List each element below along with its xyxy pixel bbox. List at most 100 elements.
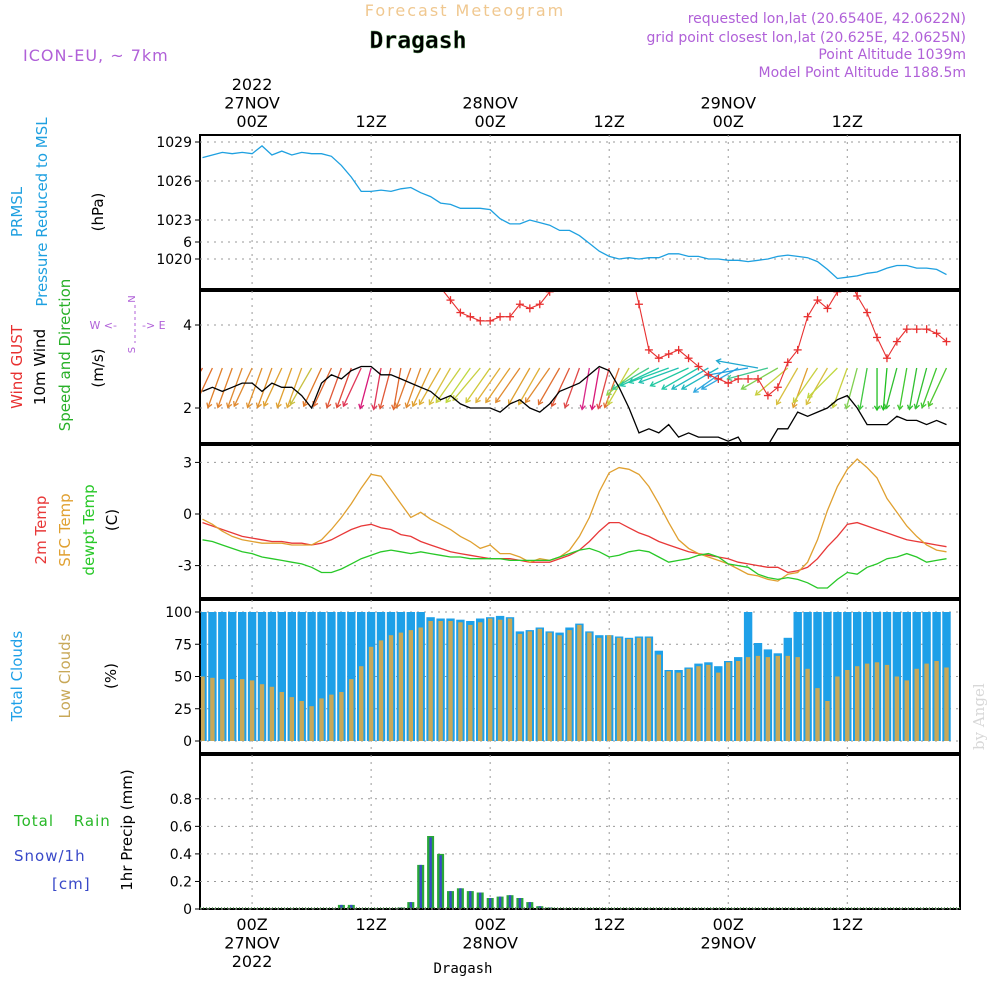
low-cloud-bar: [269, 686, 275, 741]
low-cloud-bar: [577, 624, 582, 741]
total-cloud-bar: [317, 612, 326, 741]
snow-unit-label: [cm]: [52, 875, 91, 893]
wind-arrow: [452, 367, 481, 401]
wind-arrow: [256, 367, 273, 408]
wind-arrow-head: [844, 403, 851, 410]
y-tick-label: 0.6: [170, 819, 192, 835]
location-title: Dragash: [370, 28, 467, 54]
clouds-unit: (%): [102, 663, 120, 689]
wind-arrow-head: [579, 404, 586, 411]
wind-arrow: [247, 367, 263, 408]
wind-arrow-head: [325, 402, 332, 409]
compass-n: N: [127, 295, 138, 302]
wind-arrow-head: [596, 403, 603, 410]
low-cloud-bar: [835, 676, 840, 741]
wind-arrow: [465, 367, 491, 403]
total-cloud-bar: [247, 612, 257, 741]
wind-arrow: [525, 367, 551, 403]
wind-arrow-head: [371, 404, 378, 411]
total-rain-label: Total Rain: [13, 812, 111, 830]
wind-arrow-head: [740, 384, 747, 390]
y-tick-label: 25: [174, 702, 192, 718]
wind-arrow-head: [275, 402, 282, 409]
wind-arrow: [342, 367, 362, 407]
wind-arrow: [373, 367, 382, 410]
y-tick-label: 0.2: [170, 874, 192, 890]
wind-arrow-head: [377, 403, 385, 410]
wind-arrow-head: [394, 402, 401, 409]
wind-arrow: [581, 367, 591, 410]
top-time-label: 12Z: [832, 112, 863, 131]
y-tick-label: 1023: [156, 213, 192, 229]
low-cloud-bar: [716, 672, 721, 741]
wind-arrow: [392, 367, 402, 410]
low-cloud-bar: [636, 637, 642, 741]
low-cloud-bar: [805, 668, 810, 741]
wind-arrow-head: [589, 404, 596, 411]
panel-frame: [199, 444, 961, 599]
low-cloud-bar: [676, 672, 681, 741]
y-tick-label: 6: [183, 235, 192, 251]
total-cloud-bar: [257, 612, 267, 741]
wind-arrow: [792, 367, 819, 403]
low-cloud-bar: [626, 639, 632, 741]
wind-arrow-head: [754, 390, 761, 396]
snow-bar: [538, 906, 541, 908]
wind-arrow-head: [285, 402, 292, 409]
low-cloud-bar: [201, 676, 205, 741]
wind-arrow: [671, 367, 709, 390]
wind-arrow-head: [920, 402, 927, 409]
top-time-label: 12Z: [355, 112, 386, 131]
snow-bar: [459, 888, 462, 908]
bottom-time-label: 12Z: [355, 915, 386, 934]
low-cloud-bar: [329, 694, 334, 741]
wind-arrow-head: [216, 402, 223, 409]
y-tick-label: 1020: [156, 252, 192, 268]
snow-bar: [479, 892, 482, 908]
wind-arrow-head: [517, 399, 524, 406]
wind-label: 10m Wind: [31, 329, 49, 405]
temp-sfc-label: SFC Temp: [56, 493, 74, 566]
wind-arrow: [286, 367, 303, 408]
low-cloud-bar: [825, 701, 830, 741]
wind-arrow: [217, 367, 233, 408]
low-cloud-bar: [616, 637, 622, 741]
temp-unit: (C): [103, 509, 121, 531]
low-cloud-bar: [448, 621, 453, 741]
wind-arrow-head: [435, 397, 442, 404]
low-cloud-bar: [656, 654, 661, 741]
snow-bar: [508, 895, 512, 908]
snow-bar: [399, 907, 403, 908]
bottom-time-label: 28NOV: [462, 934, 518, 953]
snow-bar: [548, 907, 551, 908]
low-cloud-bar: [914, 668, 919, 741]
low-cloud-bar: [567, 630, 572, 741]
low-cloud-bar: [884, 664, 890, 741]
y-tick-label: 0.4: [170, 847, 192, 863]
wind-arrow: [885, 367, 898, 409]
total-cloud-bar: [307, 612, 316, 741]
low-cloud-bar: [299, 701, 304, 741]
wind-arrow: [908, 367, 918, 410]
wind-arrow: [921, 367, 938, 408]
wind-arrow-head: [226, 402, 233, 409]
wind-arrow-head: [335, 402, 342, 409]
wind-arrow-head: [262, 401, 269, 408]
wind-arrow-head: [805, 399, 812, 406]
grid-point-coords: grid point closest lon,lat (20.625E, 42.…: [646, 30, 966, 46]
wind-arrow-head: [775, 399, 782, 406]
low-cloud-bar: [607, 635, 612, 741]
wind-speed-line: [202, 365, 947, 442]
snow-bar: [518, 898, 522, 908]
low-cloud-bar: [944, 667, 949, 741]
y-tick-label: 0: [183, 734, 192, 750]
y-tick-label: 0: [183, 507, 192, 523]
y-tick-label: 75: [174, 637, 192, 653]
low-cloud-bar: [874, 662, 880, 741]
snow-bar: [409, 902, 412, 908]
credit-watermark: by Angel: [970, 683, 988, 750]
low-cloud-bar: [398, 632, 404, 741]
wind-arrow: [227, 367, 243, 408]
wind-arrow: [805, 367, 829, 405]
